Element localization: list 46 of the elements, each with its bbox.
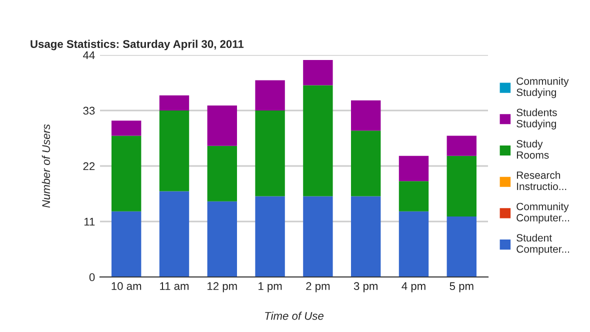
legend-label: Research Instructio... <box>516 171 566 190</box>
y-tick-label: 0 <box>89 273 95 282</box>
legend-label: Students Studying <box>516 108 557 130</box>
legend-label: Community Computer... <box>516 202 570 224</box>
legend-label: Community Studying <box>516 77 569 98</box>
y-tick-label: 22 <box>83 162 95 170</box>
x-tick-label: 10 am <box>112 282 142 290</box>
bar <box>398 211 429 277</box>
bar <box>351 130 381 196</box>
bar <box>207 146 237 202</box>
chart-title: Usage Statistics: Saturday April 30, 2011 <box>30 40 244 50</box>
legend-label: Study Rooms <box>516 140 549 159</box>
x-tick-label: 2 pm <box>306 282 330 292</box>
bar <box>111 136 142 212</box>
bar <box>111 120 142 136</box>
x-tick-label: 4 pm <box>402 282 426 292</box>
bar <box>398 156 429 182</box>
x-tick-label: 11 am <box>160 282 189 290</box>
y-tick-label: 44 <box>83 51 95 60</box>
bar <box>446 216 477 277</box>
bar <box>159 95 190 110</box>
bar <box>255 196 285 277</box>
bar <box>111 211 142 277</box>
x-tick-label: 1 pm <box>258 282 282 292</box>
x-axis-title: Time of Use <box>265 312 324 320</box>
y-tick-label: 11 <box>84 218 95 226</box>
bar <box>159 191 190 277</box>
bar <box>255 110 285 196</box>
x-tick-label: 3 pm <box>354 282 378 292</box>
bar <box>207 201 237 277</box>
bar <box>303 196 333 277</box>
y-tick-label: 33 <box>83 106 95 115</box>
bar <box>351 196 381 277</box>
bar <box>398 181 429 212</box>
bar <box>303 85 333 196</box>
bar <box>207 105 237 146</box>
bar <box>446 156 477 216</box>
legend-label: Student Computer... <box>516 234 570 255</box>
bar <box>303 60 333 86</box>
bar <box>255 80 285 110</box>
bar <box>159 110 190 192</box>
bar <box>446 136 477 156</box>
bar <box>351 100 381 131</box>
y-axis-title: Number of Users <box>42 124 50 208</box>
x-tick-label: 12 pm <box>208 282 237 292</box>
x-tick-label: 5 pm <box>450 282 474 292</box>
